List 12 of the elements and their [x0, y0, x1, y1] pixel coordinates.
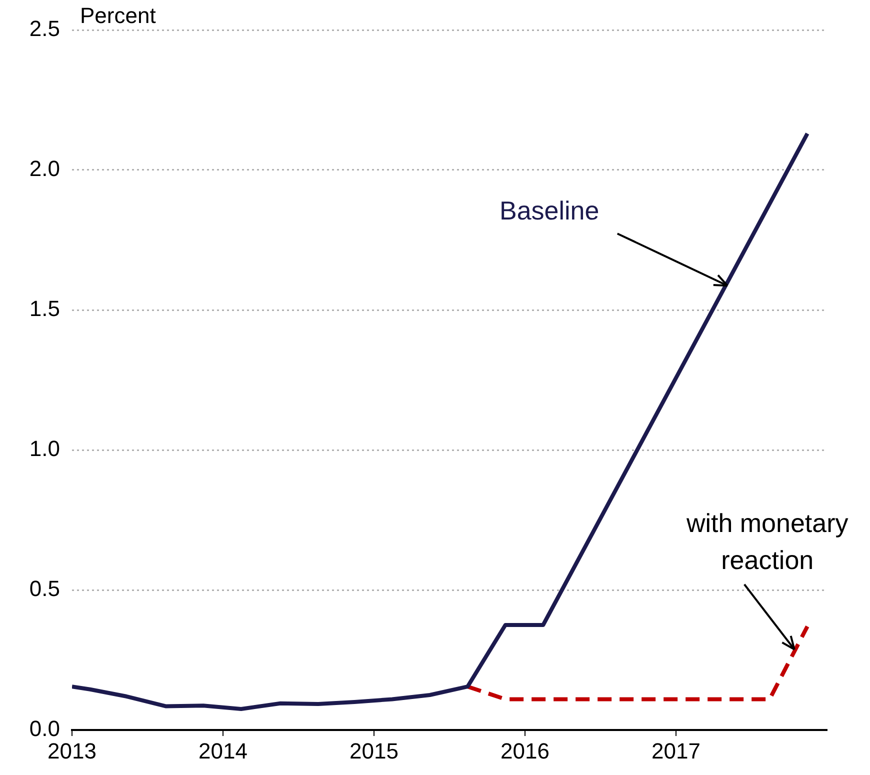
x-tick-label: 2016: [500, 738, 550, 764]
y-tick-label: 1.5: [29, 296, 60, 322]
y-tick-label: 2.0: [29, 156, 60, 182]
y-tick-label: 0.5: [29, 576, 60, 602]
x-tick-label: 2017: [652, 738, 700, 764]
y-axis-title: Percent: [80, 3, 156, 28]
text: with monetary reaction: [685, 507, 850, 578]
text: Baseline: [499, 194, 600, 228]
x-tick-label: 2015: [350, 738, 398, 764]
y-tick-label: 1.0: [29, 436, 60, 462]
x-tick-label: 2014: [198, 738, 248, 764]
y-tick-label: 2.5: [29, 16, 60, 42]
